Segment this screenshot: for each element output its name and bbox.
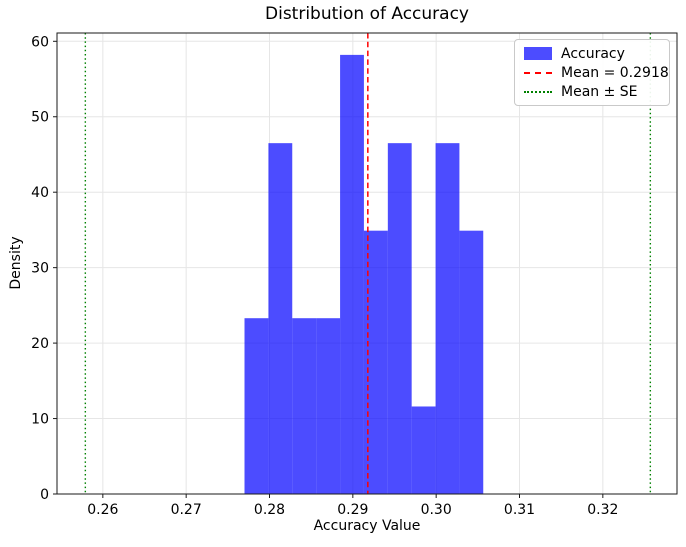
y-tick-label: 10 (31, 412, 49, 428)
legend-label-se: Mean ± SE (561, 83, 638, 100)
x-tick-label: 0.27 (171, 502, 202, 518)
y-tick-label: 0 (40, 487, 49, 503)
histogram-bar (268, 143, 293, 495)
histogram-bar (387, 143, 412, 495)
y-axis-label: Density (8, 236, 24, 290)
legend-swatch-se (524, 90, 552, 93)
y-tick-label: 60 (31, 34, 49, 50)
x-tick-label: 0.32 (587, 502, 618, 518)
x-tick-label: 0.30 (421, 502, 452, 518)
chart-title: Distribution of Accuracy (265, 4, 469, 24)
y-tick-label: 30 (31, 261, 49, 277)
tick-marks (53, 40, 604, 498)
histogram-bar (363, 230, 388, 495)
x-axis-label: Accuracy Value (313, 518, 421, 534)
x-tick-label: 0.31 (504, 502, 535, 518)
legend-label-mean: Mean = 0.2918 (561, 64, 669, 81)
histogram-bar (292, 318, 317, 494)
histogram-bar (316, 318, 341, 494)
x-tick-label: 0.28 (254, 502, 285, 518)
histogram-bar (411, 406, 436, 494)
legend-item-se: Mean ± SE (524, 82, 660, 101)
y-tick-label: 40 (31, 185, 49, 201)
x-tick-label: 0.29 (337, 502, 368, 518)
legend-item-mean: Mean = 0.2918 (524, 63, 669, 82)
legend-swatch-mean (524, 71, 552, 74)
histogram-bar (340, 54, 364, 494)
tick-labels: 0.26 0.27 0.28 0.29 0.30 0.31 0.32 0 10 20 30 40 50 6… (31, 34, 618, 518)
legend: Accuracy Mean = 0.2918 Mean ± SE (514, 39, 670, 106)
histogram-bar (435, 143, 460, 495)
y-tick-label: 20 (31, 336, 49, 352)
x-tick-label: 0.26 (87, 502, 118, 518)
histogram-bars (244, 54, 484, 495)
plot-border (56, 32, 678, 495)
legend-swatch-accuracy (524, 47, 552, 60)
histogram-bar (459, 230, 484, 495)
y-tick-label: 50 (31, 110, 49, 126)
histogram-bar (244, 318, 269, 494)
legend-label-accuracy: Accuracy (561, 45, 625, 62)
legend-item-accuracy: Accuracy (524, 44, 660, 63)
